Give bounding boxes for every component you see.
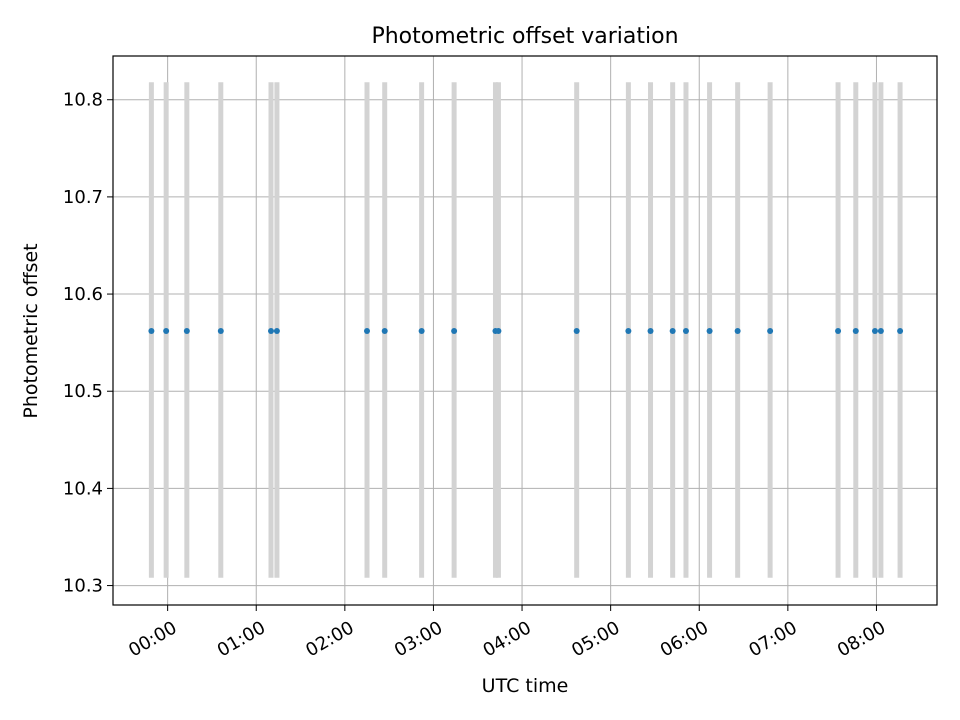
x-axis-ticks: 00:00 01:00 02:00 03:00 04:00 05:00 06:00 07:00… — [125, 605, 889, 661]
data-point — [163, 327, 170, 334]
data-point — [871, 327, 878, 334]
plot-frame — [112, 55, 938, 606]
x-tick: 08:00 — [834, 605, 889, 661]
x-tick: 01:00 — [214, 605, 269, 661]
data-points — [148, 327, 904, 334]
data-point — [767, 327, 774, 334]
data-point — [573, 327, 580, 334]
x-tick-label: 03:00 — [391, 617, 446, 661]
y-tick: 10.3 — [63, 576, 113, 597]
y-tick: 10.8 — [63, 90, 113, 111]
x-tick-label: 06:00 — [657, 617, 712, 661]
x-tick-label: 08:00 — [834, 617, 889, 661]
data-point — [418, 327, 425, 334]
data-point — [268, 327, 275, 334]
y-tick: 10.4 — [63, 478, 113, 499]
data-point — [877, 327, 884, 334]
data-point — [217, 327, 224, 334]
y-axis-ticks: 10.3 10.4 10.5 10.6 10.7 10.8 — [63, 90, 113, 597]
data-point — [273, 327, 280, 334]
y-tick-label: 10.4 — [63, 478, 103, 499]
data-point — [734, 327, 741, 334]
y-tick: 10.7 — [63, 187, 113, 208]
y-tick-label: 10.6 — [63, 284, 103, 305]
x-tick-label: 01:00 — [214, 617, 269, 661]
data-point — [625, 327, 632, 334]
data-point — [669, 327, 676, 334]
data-point — [682, 327, 689, 334]
data-point — [381, 327, 388, 334]
y-tick-label: 10.3 — [63, 576, 103, 597]
x-tick-label: 00:00 — [125, 617, 180, 661]
x-tick-label: 04:00 — [480, 617, 535, 661]
data-point — [363, 327, 370, 334]
x-tick: 05:00 — [568, 605, 624, 661]
y-tick-label: 10.5 — [63, 381, 103, 402]
x-tick: 04:00 — [480, 605, 535, 661]
y-tick-label: 10.7 — [63, 187, 103, 208]
data-point — [495, 327, 502, 334]
grid — [113, 56, 937, 605]
x-tick: 00:00 — [125, 605, 181, 661]
x-axis-label: UTC time — [482, 675, 569, 697]
data-point — [647, 327, 654, 334]
data-point — [706, 327, 713, 334]
data-point — [451, 327, 458, 334]
data-point — [835, 327, 842, 334]
x-tick: 07:00 — [745, 605, 801, 661]
x-tick: 02:00 — [302, 605, 358, 661]
x-tick-label: 02:00 — [302, 617, 357, 661]
y-tick: 10.5 — [63, 381, 113, 402]
data-point — [148, 327, 155, 334]
data-point — [183, 327, 190, 334]
y-axis-label: Photometric offset — [20, 243, 42, 418]
chart-title: Photometric offset variation — [371, 24, 678, 49]
y-tick: 10.6 — [63, 284, 113, 305]
x-tick-label: 07:00 — [745, 617, 800, 661]
y-tick-label: 10.8 — [63, 90, 103, 111]
data-point — [897, 327, 904, 334]
x-tick: 03:00 — [391, 605, 446, 661]
x-tick-label: 05:00 — [568, 617, 623, 661]
x-tick: 06:00 — [657, 605, 712, 661]
data-point — [852, 327, 859, 334]
